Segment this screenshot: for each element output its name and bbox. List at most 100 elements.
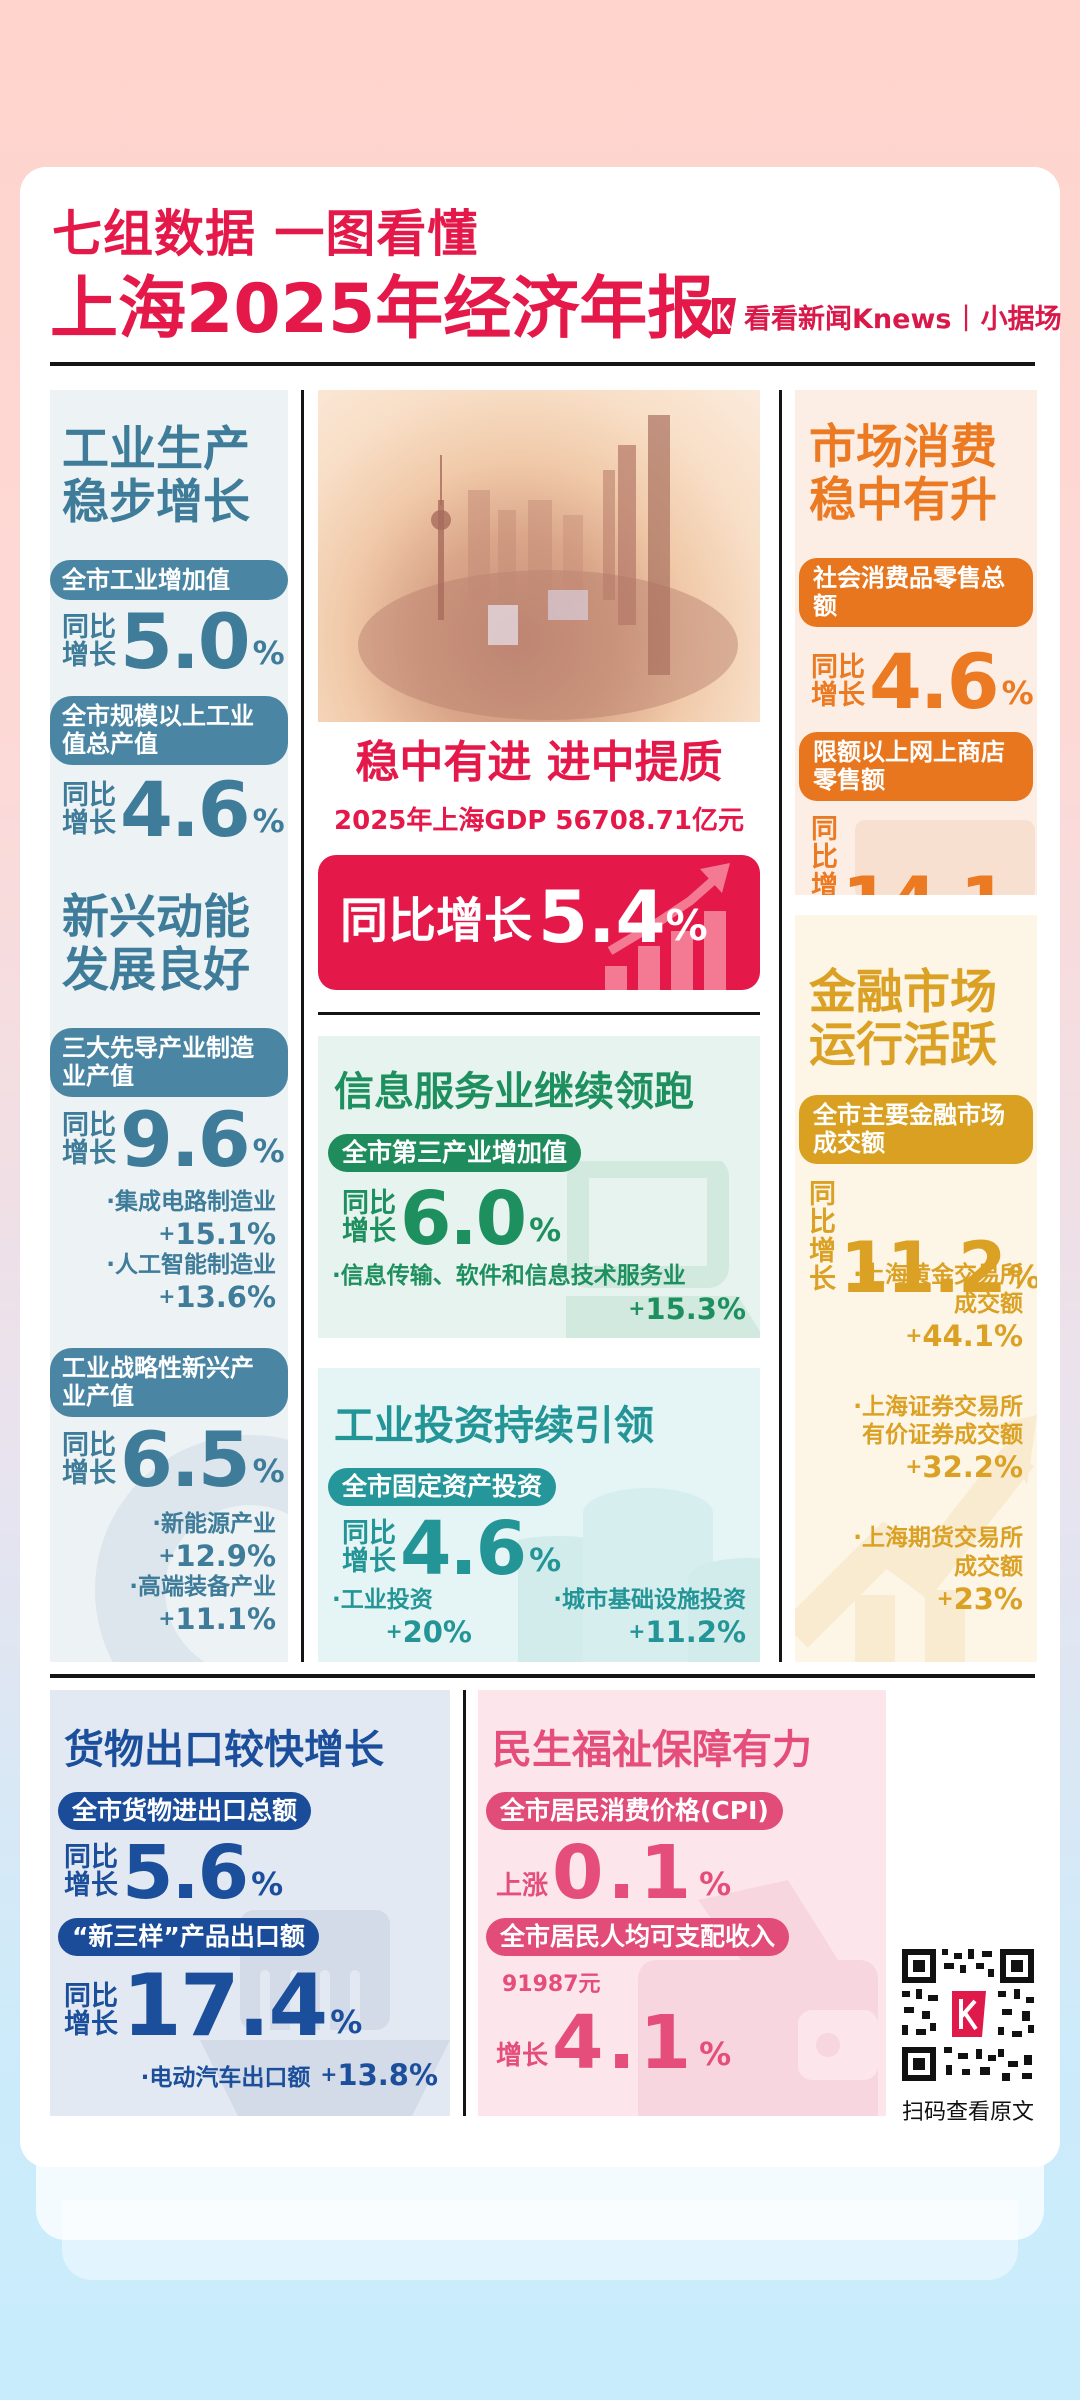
- finance-sub-2-value: +32.2%: [905, 1450, 1023, 1484]
- rising-arrow-icon: [795, 1415, 1037, 1662]
- rising-bar-chart-icon: [605, 863, 730, 990]
- qr-code-icon: [898, 1945, 1038, 2085]
- percent-sign: %: [252, 1132, 285, 1171]
- emerging-metric-1-value: 9.6: [120, 1095, 251, 1184]
- trade-sub-value: +13.8%: [320, 2058, 438, 2092]
- brand-column: 小据场: [980, 303, 1062, 335]
- growth-label: 增长: [62, 808, 116, 840]
- industry-metric-2-label: 全市规模以上工业值总产值: [50, 696, 288, 765]
- gdp-headline: 稳中有进 进中提质: [355, 737, 723, 788]
- divider-top: [50, 362, 1035, 366]
- trade-sub-name: ·电动汽车出口额: [140, 2065, 311, 2091]
- industry-title-line-1: 工业生产: [62, 422, 250, 477]
- percent-sign: %: [699, 1864, 732, 1903]
- emerging-metric-1-label: 三大先导产业制造业产值: [50, 1028, 288, 1097]
- gdp-growth-label: 同比增长: [340, 893, 533, 950]
- cpi-label: 全市居民消费价格(CPI): [486, 1792, 783, 1830]
- divider-left-column: [301, 390, 304, 1662]
- finance-title-line-2: 运行活跃: [809, 1017, 997, 1073]
- consumption-title-line-2: 稳中有升: [809, 472, 997, 528]
- shopping-cart-icon: [855, 820, 1035, 895]
- cpi-value: 0.1: [552, 1830, 696, 1916]
- emerging-sub-4-name: ·高端装备产业: [129, 1573, 276, 1600]
- industry-metric-2-value: 4.6: [120, 765, 251, 854]
- yoy-label: 同比: [62, 1109, 116, 1141]
- title-line-1: 七组数据 一图看懂: [52, 205, 479, 263]
- info-service-title: 信息服务业继续领跑: [334, 1069, 694, 1115]
- investment-sub-2-value: +11.2%: [628, 1614, 746, 1649]
- yoy-label: 同比: [64, 1980, 118, 2012]
- brand-mark: 看看新闻Knews | 小据场: [710, 296, 1062, 336]
- info-service-sub-name: ·信息传输、软件和信息技术服务业: [332, 1263, 686, 1289]
- industry-metric-2: 同比 增长 4.6 %: [62, 765, 285, 854]
- growth-label: 增长: [342, 1216, 396, 1248]
- percent-sign: %: [529, 1210, 562, 1249]
- consumption-metric-2-value: 14.1: [842, 868, 1009, 895]
- gdp-subline: 2025年上海GDP 56708.71亿元: [334, 806, 744, 836]
- investment-sub-1-value: +20%: [385, 1614, 472, 1649]
- growth-label: 增长: [809, 1235, 836, 1296]
- percent-sign: %: [1009, 1258, 1037, 1300]
- trade-metric-1: 同比 增长 5.6 %: [64, 1836, 284, 1910]
- investment-value: 4.6: [400, 1506, 527, 1592]
- growth-label: 增长: [62, 1138, 116, 1170]
- yoy-label: 同比: [62, 611, 116, 643]
- info-service-metric: 同比 增长 6.0 %: [342, 1182, 562, 1256]
- consumption-metric-1: 同比 增长 4.6 %: [811, 637, 1034, 726]
- percent-sign: %: [252, 1452, 285, 1491]
- emerging-sub-1-value: +15.1%: [158, 1216, 276, 1251]
- investment-title: 工业投资持续引领: [334, 1403, 654, 1449]
- finance-title-line-1: 金融市场: [809, 965, 997, 1020]
- skyline-illustration-icon: [358, 415, 738, 720]
- page-title: 上海2025年经济年报: [50, 270, 716, 349]
- finance-sub-3-value: +23%: [936, 1581, 1023, 1616]
- emerging-sub-2-name: ·人工智能制造业: [106, 1251, 276, 1278]
- emerging-metric-2-value: 6.5: [120, 1415, 251, 1504]
- growth-label: 增长: [342, 1546, 396, 1578]
- emerging-sub-4-value: +11.1%: [158, 1601, 276, 1636]
- emerging-sub-2-value: +13.6%: [158, 1279, 276, 1314]
- divider-bottom: [463, 1690, 466, 2116]
- industry-title-line-2: 稳步增长: [62, 474, 250, 530]
- panel-livelihood: 民生福祉保障有力 全市居民消费价格(CPI) 上涨 0.1 % 全市居民人均可支…: [478, 1690, 886, 2116]
- panel-investment: 工业投资持续引领 全市固定资产投资 同比 增长 4.6 % ·工业投资 +20% …: [318, 1368, 760, 1662]
- percent-sign: %: [665, 901, 708, 951]
- finance-sub-2-name-line-2: 有价证券成交额: [862, 1422, 1023, 1449]
- panel-finance: 金融市场 运行活跃 全市主要金融市场成交额 同比增长 11.2 % ·上海黄金交…: [795, 915, 1037, 1662]
- finance-sub-1-value: +44.1%: [905, 1318, 1023, 1353]
- panel-industry: 工业生产 稳步增长 全市工业增加值 同比 增长 5.0 % 全市规模以上工业值总产…: [50, 390, 288, 1662]
- finance-sub-1-name-line-2: 成交额: [954, 1290, 1023, 1317]
- emerging-sub-3-value: +12.9%: [158, 1538, 276, 1573]
- yoy-label: 同比: [62, 1429, 116, 1461]
- qr-code[interactable]: [898, 1945, 1038, 2085]
- industry-metric-1-label: 全市工业增加值: [50, 560, 288, 601]
- divider-right-column: [779, 390, 782, 1662]
- emerging-metric-2: 同比 增长 6.5 %: [62, 1415, 285, 1504]
- consumption-title-line-1: 市场消费: [809, 420, 997, 475]
- growth-label: 增长: [811, 680, 865, 712]
- cpi-metric: 上涨 0.1 %: [496, 1830, 732, 1916]
- investment-metric: 同比 增长 4.6 %: [342, 1506, 561, 1592]
- emerging-sub-3-name: ·新能源产业: [152, 1511, 276, 1537]
- trade-metric-1-label: 全市货物进出口总额: [58, 1792, 312, 1830]
- percent-sign: %: [1011, 893, 1037, 895]
- gear-icon: [95, 1435, 288, 1662]
- trade-metric-2-label: “新三样”产品出口额: [58, 1918, 319, 1956]
- gdp-growth-banner: 同比增长 5.4 %: [318, 855, 760, 990]
- percent-sign: %: [251, 1864, 284, 1903]
- consumption-metric-1-value: 4.6: [869, 637, 1000, 726]
- emerging-title-line-1: 新兴动能: [62, 890, 250, 945]
- yoy-label: 同比: [62, 779, 116, 811]
- investment-sub-1-name: ·工业投资: [332, 1587, 433, 1613]
- yoy-label: 同比: [342, 1187, 396, 1219]
- divider-middle: [50, 1674, 1035, 1678]
- trade-sub: ·电动汽车出口额 +13.8%: [141, 2058, 438, 2093]
- trade-metric-2: 同比 增长 17.4 %: [64, 1963, 363, 2049]
- percent-sign: %: [330, 2003, 363, 2042]
- consumption-metric-2-label: 限额以上网上商店零售额: [799, 732, 1033, 801]
- panel-trade: 货物出口较快增长 全市货物进出口总额 同比 增长 5.6 % “新三样”产品出口额…: [50, 1690, 450, 2116]
- finance-metric: 同比增长 11.2 %: [809, 1180, 1037, 1303]
- panel-consumption: 市场消费 稳中有升 社会消费品零售总额 同比 增长 4.6 % 限额以上网上商店零…: [795, 390, 1037, 895]
- industry-metric-1: 同比 增长 5.0 %: [62, 603, 285, 679]
- finance-sub-2-name-line-1: ·上海证券交易所: [853, 1393, 1023, 1420]
